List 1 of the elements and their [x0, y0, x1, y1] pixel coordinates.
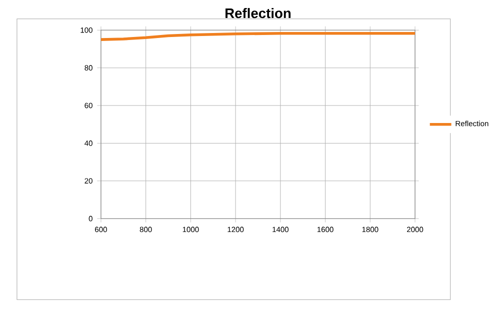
chart-title: Reflection — [226, 8, 291, 18]
